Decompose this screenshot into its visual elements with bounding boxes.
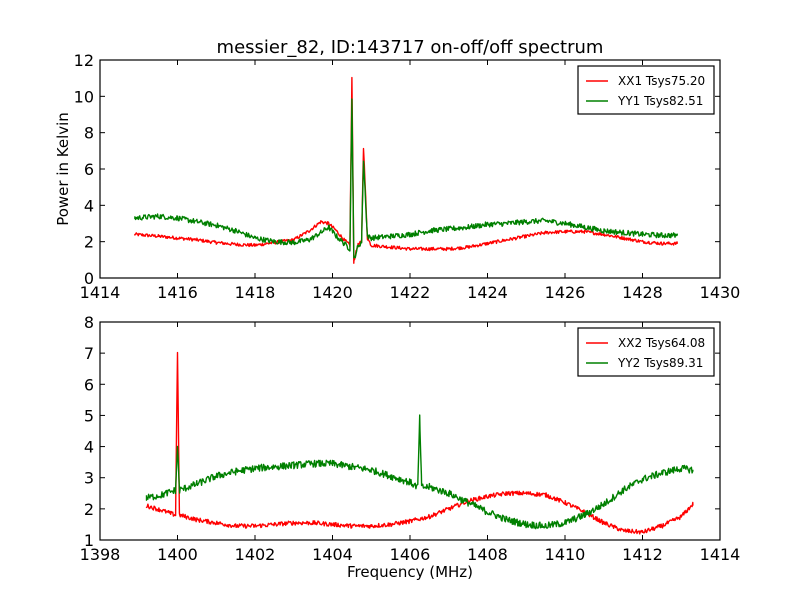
top-series-xx1-line [134, 76, 679, 264]
bottom-y-tick-label: 6 [84, 375, 94, 394]
top-x-tick-label: 1424 [467, 283, 508, 302]
top-legend-label: YY1 Tsys82.51 [617, 94, 703, 108]
bottom-y-tick-label: 2 [84, 500, 94, 519]
top-x-tick-label: 1420 [312, 283, 353, 302]
top-x-tick-label: 1416 [157, 283, 198, 302]
bottom-y-tick-label: 5 [84, 406, 94, 425]
top-y-tick-label: 8 [84, 124, 94, 143]
top-legend-box [577, 65, 715, 115]
top-y-tick-label: 4 [84, 196, 94, 215]
bottom-plot: 1398 1400 1402 1404 1406 1408 1410 1412 1414 1 2 3 4… [80, 313, 741, 564]
bottom-y-tick-label: 8 [84, 313, 94, 332]
top-x-tick-label: 1428 [622, 283, 663, 302]
chart-title: messier_82, ID:143717 on-off/off spectru… [217, 37, 604, 58]
top-y-tick-label: 0 [84, 269, 94, 288]
bottom-x-tick-label: 1412 [622, 545, 663, 564]
top-y-tick-label: 10 [74, 87, 94, 106]
top-series-yy1-line [134, 98, 679, 259]
bottom-x-tick-label: 1408 [467, 545, 508, 564]
top-legend-label: XX1 Tsys75.20 [618, 74, 705, 88]
bottom-x-tick-label: 1400 [157, 545, 198, 564]
bottom-y-tick-label: 7 [84, 344, 94, 363]
bottom-y-tick-label: 4 [84, 438, 94, 457]
top-y-tick-label: 2 [84, 233, 94, 252]
top-x-tick-label: 1414 [80, 283, 121, 302]
top-legend: XX1 Tsys75.20 YY1 Tsys82.51 [577, 65, 715, 115]
bottom-x-tick-label: 1410 [545, 545, 586, 564]
bottom-x-tick-label: 1398 [80, 545, 121, 564]
bottom-legend-label: YY2 Tsys89.31 [617, 356, 703, 370]
bottom-x-axis-label: Frequency (MHz) [347, 563, 473, 581]
top-x-tick-label: 1418 [235, 283, 276, 302]
bottom-x-tick-label: 1404 [312, 545, 353, 564]
bottom-x-tick-label: 1402 [235, 545, 276, 564]
bottom-series-xx2-line [145, 351, 694, 535]
bottom-legend: XX2 Tsys64.08 YY2 Tsys89.31 [577, 327, 715, 377]
bottom-x-tick-label: 1406 [390, 545, 431, 564]
top-x-tick-label: 1430 [700, 283, 741, 302]
bottom-series-yy2-line [145, 414, 694, 530]
bottom-legend-box [577, 327, 715, 377]
bottom-x-tick-label: 1414 [700, 545, 741, 564]
top-x-tick-label: 1422 [390, 283, 431, 302]
top-plot: 1414 1416 1418 1420 1422 1424 1426 1428 1430 0 2 4 6… [74, 51, 741, 302]
top-y-tick-label: 6 [84, 160, 94, 179]
bottom-y-tick-label: 1 [84, 531, 94, 550]
top-y-axis-label: Power in Kelvin [54, 112, 72, 226]
bottom-legend-label: XX2 Tsys64.08 [618, 336, 705, 350]
bottom-y-tick-label: 3 [84, 469, 94, 488]
top-x-tick-label: 1426 [545, 283, 586, 302]
top-y-tick-label: 12 [74, 51, 94, 70]
